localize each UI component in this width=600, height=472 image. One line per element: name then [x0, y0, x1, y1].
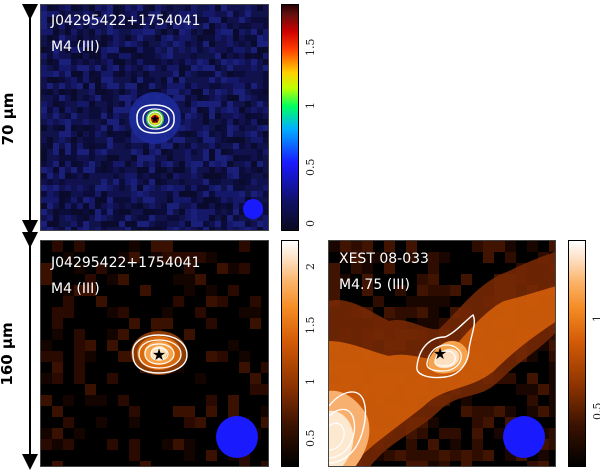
contour-160b-2 — [426, 344, 462, 372]
band-label-160: 160 µm — [0, 322, 16, 386]
cb70-tick-3: 1.5 — [304, 38, 317, 57]
cb160a-tick-2: 1.5 — [304, 316, 317, 335]
contour-160b-edge-1 — [329, 391, 367, 464]
panel-160um-b: ★ XEST 08-033 M4.75 (III) — [328, 240, 556, 467]
panel-160b-class: M4.75 (III) — [339, 277, 411, 293]
band-arrows — [22, 4, 38, 470]
cb160a-tick-1: 1 — [304, 378, 317, 385]
beam-160a — [216, 416, 258, 458]
colorbar-70um — [281, 4, 299, 231]
band-label-70: 70 µm — [0, 92, 17, 146]
source-star: ★ — [433, 344, 447, 363]
cb70-tick-0: 0 — [304, 220, 317, 227]
contour-70-mid — [142, 108, 170, 130]
contour-70-outer — [136, 104, 175, 134]
map-160um-a: ★ — [41, 241, 268, 466]
contour-160b-3 — [434, 350, 456, 367]
panel-160a-source: J04295422+1754041 — [51, 255, 201, 271]
contour-160a-3 — [144, 343, 175, 365]
beam-70 — [243, 199, 263, 219]
contour-160a-1 — [132, 334, 188, 374]
contour-160b-1 — [416, 313, 476, 379]
colorbar-160um-b — [568, 240, 586, 467]
contour-160a-2 — [138, 339, 182, 369]
cb70-tick-2: 1 — [304, 102, 317, 109]
panel-70-class: M4 (III) — [51, 39, 100, 55]
panel-160a-class: M4 (III) — [51, 281, 100, 297]
cb70-tick-1: 0.5 — [304, 158, 317, 177]
map-160um-b: ★ — [329, 241, 555, 466]
colorbar-160um-a — [281, 240, 299, 467]
cb160b-tick-1: 1 — [591, 315, 600, 322]
cb160b-tick-0: 0.5 — [591, 402, 600, 421]
cb160a-tick-0: 0.5 — [304, 429, 317, 448]
panel-160um-a: ★ J04295422+1754041 M4 (III) — [40, 240, 269, 467]
contour-160b-edge-3 — [329, 422, 345, 451]
source-star: ★ — [150, 112, 161, 126]
panel-70-source: J04295422+1754041 — [51, 13, 201, 29]
panel-70um: ★ J04295422+1754041 M4 (III) — [40, 4, 269, 231]
source-star: ★ — [152, 345, 166, 364]
contour-160b-edge-2 — [329, 408, 356, 459]
beam-160b — [503, 416, 545, 458]
cb160a-tick-3: 2 — [304, 263, 317, 270]
map-70um: ★ — [41, 5, 268, 230]
panel-160b-source: XEST 08-033 — [339, 251, 429, 267]
contour-70-inner — [147, 111, 163, 127]
contour-160a-4 — [150, 347, 169, 361]
